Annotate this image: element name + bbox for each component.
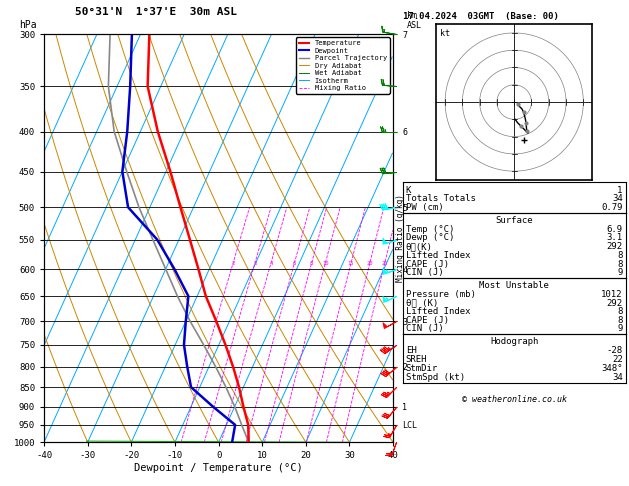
- Text: 0.79: 0.79: [601, 203, 623, 212]
- Text: Pressure (mb): Pressure (mb): [406, 290, 476, 299]
- Text: StmDir: StmDir: [406, 364, 438, 373]
- Text: Lifted Index: Lifted Index: [406, 251, 470, 260]
- Text: CIN (J): CIN (J): [406, 268, 443, 278]
- Text: Dewp (°C): Dewp (°C): [406, 233, 454, 243]
- Text: kt: kt: [440, 29, 450, 38]
- Text: 9: 9: [617, 268, 623, 278]
- Text: Hodograph: Hodograph: [490, 337, 538, 347]
- Text: 4: 4: [269, 261, 272, 266]
- Text: StmSpd (kt): StmSpd (kt): [406, 373, 465, 382]
- Text: Most Unstable: Most Unstable: [479, 281, 549, 291]
- Text: Surface: Surface: [496, 216, 533, 225]
- Text: 2: 2: [231, 261, 235, 266]
- Text: SREH: SREH: [406, 355, 427, 364]
- Text: 292: 292: [606, 298, 623, 308]
- Text: CIN (J): CIN (J): [406, 324, 443, 333]
- Text: km
ASL: km ASL: [407, 11, 422, 30]
- Text: Lifted Index: Lifted Index: [406, 307, 470, 316]
- Text: 22: 22: [612, 355, 623, 364]
- Text: PW (cm): PW (cm): [406, 203, 443, 212]
- Text: 8: 8: [617, 260, 623, 269]
- Text: Temp (°C): Temp (°C): [406, 225, 454, 234]
- Text: 1: 1: [617, 186, 623, 195]
- Text: 3: 3: [253, 261, 257, 266]
- X-axis label: Dewpoint / Temperature (°C): Dewpoint / Temperature (°C): [134, 463, 303, 473]
- Text: 9: 9: [617, 324, 623, 333]
- Text: 34: 34: [612, 373, 623, 382]
- Text: 8: 8: [617, 251, 623, 260]
- Text: © weatheronline.co.uk: © weatheronline.co.uk: [462, 395, 567, 404]
- Text: 25: 25: [381, 261, 388, 266]
- Text: EH: EH: [406, 346, 416, 355]
- Text: 20: 20: [367, 261, 373, 266]
- Text: 50°31'N  1°37'E  30m ASL: 50°31'N 1°37'E 30m ASL: [75, 7, 238, 17]
- Text: 8: 8: [310, 261, 313, 266]
- Text: θᴇ(K): θᴇ(K): [406, 242, 433, 251]
- Text: CAPE (J): CAPE (J): [406, 316, 448, 325]
- Text: CAPE (J): CAPE (J): [406, 260, 448, 269]
- Text: -28: -28: [606, 346, 623, 355]
- Text: 15: 15: [348, 261, 354, 266]
- Text: 292: 292: [606, 242, 623, 251]
- Text: K: K: [406, 186, 411, 195]
- Text: 6: 6: [292, 261, 296, 266]
- Text: 10: 10: [322, 261, 328, 266]
- Text: Mixing Ratio (g/kg): Mixing Ratio (g/kg): [396, 194, 405, 282]
- Text: hPa: hPa: [19, 20, 37, 30]
- Text: 6.9: 6.9: [606, 225, 623, 234]
- Text: 34: 34: [612, 194, 623, 204]
- Text: 17.04.2024  03GMT  (Base: 00): 17.04.2024 03GMT (Base: 00): [403, 12, 559, 21]
- Text: θᴇ (K): θᴇ (K): [406, 298, 438, 308]
- Text: 1012: 1012: [601, 290, 623, 299]
- Legend: Temperature, Dewpoint, Parcel Trajectory, Dry Adiabat, Wet Adiabat, Isotherm, Mi: Temperature, Dewpoint, Parcel Trajectory…: [296, 37, 389, 94]
- Text: 3.1: 3.1: [606, 233, 623, 243]
- Text: 8: 8: [617, 307, 623, 316]
- Text: Totals Totals: Totals Totals: [406, 194, 476, 204]
- Text: 8: 8: [617, 316, 623, 325]
- Text: 348°: 348°: [601, 364, 623, 373]
